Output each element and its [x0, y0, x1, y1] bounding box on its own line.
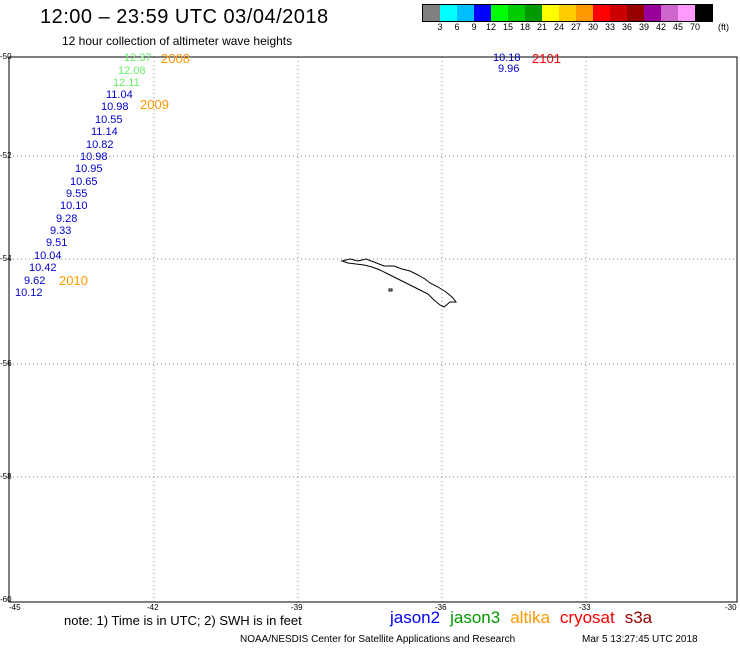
- wave-height-value: 10.55: [95, 114, 123, 126]
- legend-label: 6: [454, 22, 460, 32]
- wave-height-value: 10.12: [15, 287, 43, 299]
- satellite-altika: altika: [510, 608, 550, 627]
- wave-height-value: 9.55: [66, 188, 88, 200]
- wave-height-value: 11.04: [106, 89, 133, 101]
- legend-swatch: [525, 5, 542, 21]
- legend-label: 3: [437, 22, 443, 32]
- legend-label: 24: [553, 22, 564, 32]
- wave-height-value: 10.10: [60, 200, 88, 212]
- legend-label: 33: [604, 22, 615, 32]
- legend-label: 45: [672, 22, 683, 32]
- legend-label: 9: [471, 22, 477, 32]
- legend-label: 30: [587, 22, 598, 32]
- legend-swatch: [474, 5, 491, 21]
- longitude-tick-label: -39: [291, 603, 303, 612]
- track-time-label: 2101: [532, 51, 561, 66]
- wave-height-value: 9.28: [56, 213, 78, 225]
- wave-height-value: 9.33: [50, 225, 72, 237]
- latitude-tick-label: -50: [0, 52, 12, 61]
- satellite-legend: jason2 jason3 altika cryosat s3a: [390, 608, 662, 628]
- wave-height-value: 10.82: [86, 139, 114, 151]
- legend-label: 15: [502, 22, 513, 32]
- legend-swatch: [423, 5, 440, 21]
- wave-height-value: 12.37: [124, 52, 152, 64]
- generated-timestamp: Mar 5 13:27:45 UTC 2018: [582, 634, 698, 645]
- wave-height-value: 10.04: [34, 250, 62, 262]
- wave-height-value: 10.98: [80, 151, 108, 163]
- legend-swatch: [678, 5, 695, 21]
- latitude-tick-label: -58: [0, 472, 12, 481]
- latitude-tick-label: -56: [0, 359, 12, 368]
- legend-swatch: [559, 5, 576, 21]
- legend-swatch: [627, 5, 644, 21]
- longitude-tick-label: -42: [147, 603, 159, 612]
- color-scale-legend: [422, 4, 713, 22]
- legend-label: 42: [655, 22, 666, 32]
- note-text: note: 1) Time is in UTC; 2) SWH is in fe…: [64, 613, 302, 628]
- wave-height-value: 11.14: [91, 126, 118, 138]
- wave-height-value: 9.96: [498, 63, 520, 75]
- south-georgia-island: [340, 258, 457, 308]
- legend-swatch: [576, 5, 593, 21]
- legend-label: 21: [536, 22, 547, 32]
- color-scale-unit: (ft): [718, 22, 729, 32]
- legend-swatch: [695, 5, 712, 21]
- legend-label: 70: [689, 22, 700, 32]
- legend-swatch: [661, 5, 678, 21]
- satellite-jason3: jason3: [450, 608, 501, 627]
- longitude-tick-label: -33: [579, 603, 591, 612]
- longitude-tick-label: -30: [725, 603, 737, 612]
- legend-swatch: [593, 5, 610, 21]
- wave-height-value: 10.42: [29, 262, 57, 274]
- track-time-label: 2009: [140, 97, 169, 112]
- legend-swatch: [491, 5, 508, 21]
- legend-label: 18: [519, 22, 530, 32]
- track-time-label: 2008: [161, 51, 190, 66]
- legend-label: 39: [638, 22, 649, 32]
- longitude-tick-label: -36: [435, 603, 447, 612]
- page-title: 12:00 – 23:59 UTC 03/04/2018: [40, 6, 329, 28]
- satellite-cryosat: cryosat: [559, 608, 615, 627]
- wave-height-value: 9.51: [46, 237, 68, 249]
- latitude-tick-label: -60: [0, 595, 12, 604]
- credit-text: NOAA/NESDIS Center for Satellite Applica…: [240, 634, 516, 645]
- legend-swatch: [610, 5, 627, 21]
- satellite-s3a: s3a: [624, 608, 653, 627]
- map-frame: [8, 56, 738, 603]
- legend-label: 27: [570, 22, 581, 32]
- latitude-tick-label: -52: [0, 151, 12, 160]
- wave-height-value: 10.95: [75, 163, 103, 175]
- graticule: [9, 57, 737, 602]
- track-time-label: 2010: [59, 273, 88, 288]
- legend-label: 12: [485, 22, 496, 32]
- wave-height-value: 9.62: [24, 275, 46, 287]
- wave-height-value: 10.18: [493, 52, 521, 64]
- wave-height-value: 10.65: [70, 176, 98, 188]
- legend-swatch: [542, 5, 559, 21]
- satellite-jason2: jason2: [390, 608, 441, 627]
- wave-height-value: 10.98: [101, 101, 129, 113]
- legend-swatch: [457, 5, 474, 21]
- page-subtitle: 12 hour collection of altimeter wave hei…: [62, 34, 293, 48]
- wave-height-value: 12.11: [113, 77, 140, 89]
- wave-height-value: 12.08: [118, 65, 146, 77]
- legend-swatch: [644, 5, 661, 21]
- longitude-tick-label: -45: [9, 603, 21, 612]
- legend-swatch: [508, 5, 525, 21]
- legend-label: 36: [621, 22, 632, 32]
- legend-swatch: [440, 5, 457, 21]
- latitude-tick-label: -54: [0, 254, 12, 263]
- islet: [388, 288, 393, 292]
